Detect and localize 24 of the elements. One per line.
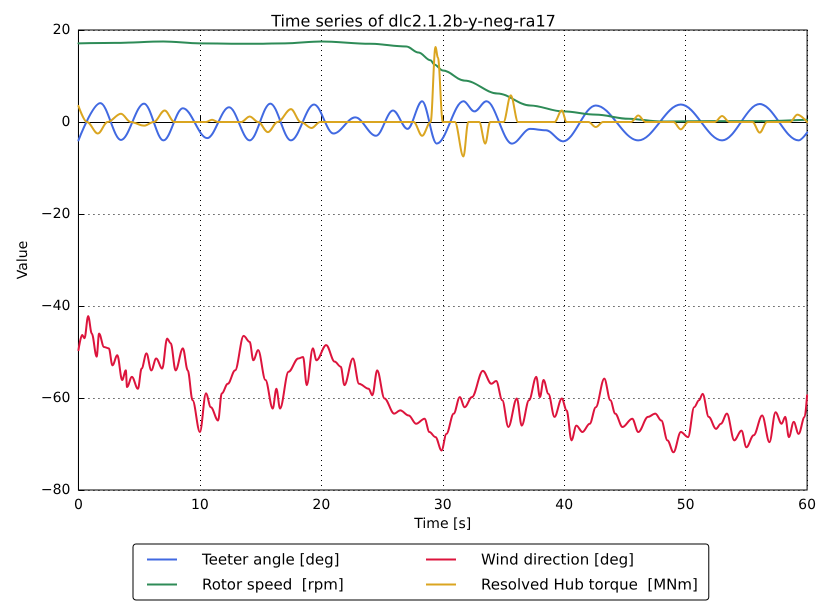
y-axis-title: Value: [15, 240, 31, 280]
legend-label: Wind direction [deg]: [481, 550, 634, 568]
y-tick-label: −20: [40, 206, 70, 222]
x-tick-label: 30: [434, 497, 452, 513]
x-tick-label: 50: [676, 497, 695, 513]
y-tick-label: −60: [40, 390, 70, 406]
y-tick-label: −40: [40, 298, 70, 314]
x-axis-title: Time [s]: [413, 516, 472, 532]
legend-label: Resolved Hub torque [MNm]: [481, 576, 698, 594]
x-tick-label: 40: [555, 497, 574, 513]
line-series: [77, 40, 808, 123]
line-series: [77, 315, 808, 454]
x-tick-label: 0: [74, 497, 83, 513]
y-tick-label: −80: [40, 482, 70, 498]
chart-title: Time series of dlc2.1.2b-y-neg-ra17: [270, 12, 556, 30]
x-tick-label: 20: [312, 497, 330, 513]
legend-label: Rotor speed [rpm]: [202, 576, 344, 594]
legend-label: Teeter angle [deg]: [201, 550, 340, 568]
x-tick-label: 60: [798, 497, 816, 513]
y-tick-label: 20: [52, 22, 70, 38]
x-tick-label: 10: [190, 497, 209, 513]
line-series: [77, 100, 808, 145]
y-tick-label: 0: [62, 114, 70, 130]
line-series: [77, 46, 808, 158]
